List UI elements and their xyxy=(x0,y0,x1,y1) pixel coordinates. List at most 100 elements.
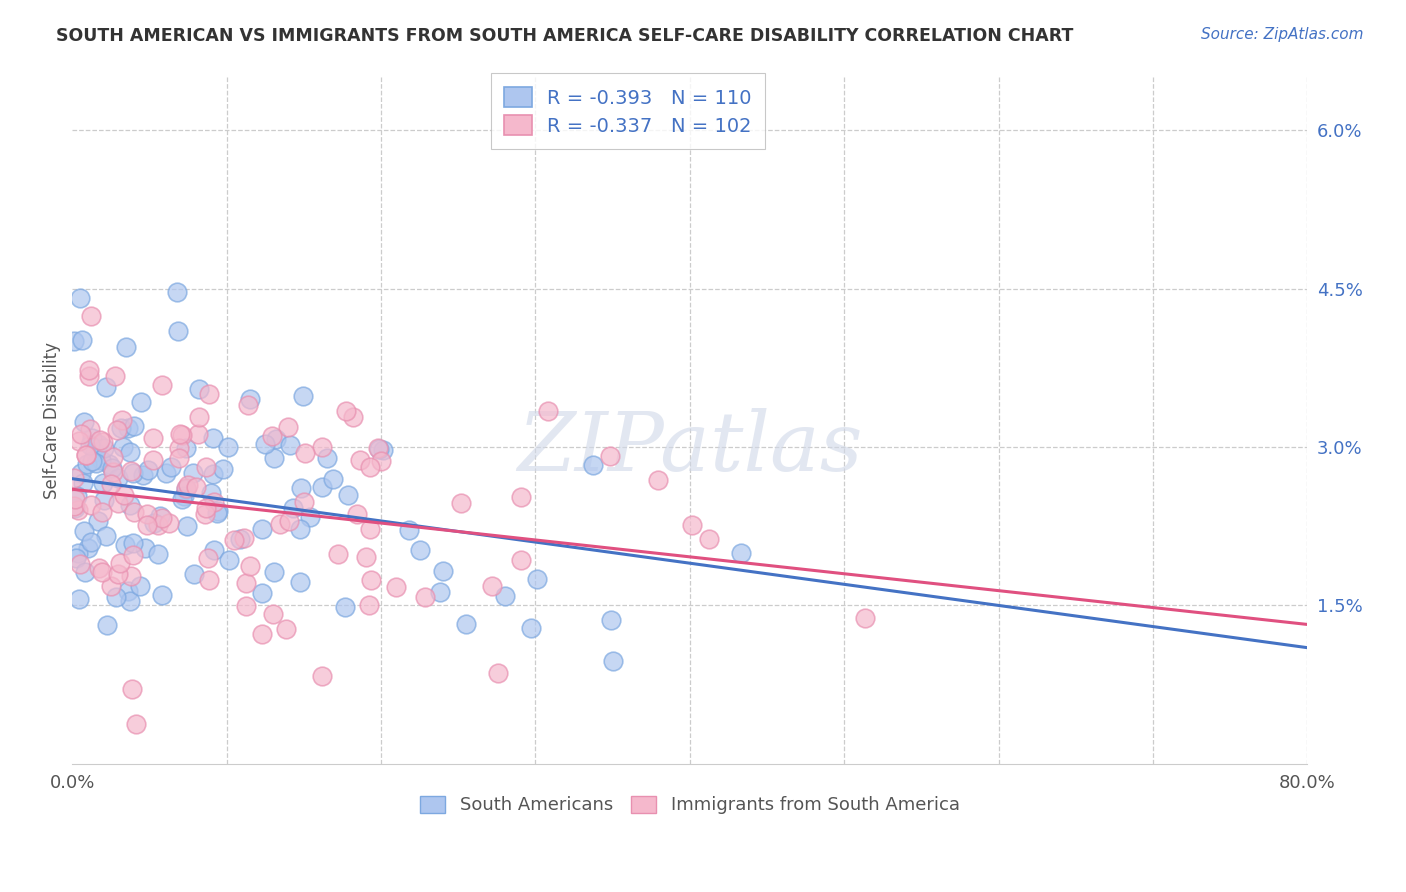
Point xyxy=(316,450,339,465)
Point xyxy=(104,369,127,384)
Point xyxy=(93,435,115,450)
Point xyxy=(77,541,100,555)
Point xyxy=(371,442,394,457)
Point xyxy=(62,334,84,348)
Point xyxy=(73,524,96,538)
Legend: South Americans, Immigrants from South America: South Americans, Immigrants from South A… xyxy=(411,787,969,823)
Point xyxy=(176,441,198,455)
Point xyxy=(84,457,107,471)
Point xyxy=(229,532,252,546)
Point xyxy=(311,480,333,494)
Point xyxy=(450,496,472,510)
Point xyxy=(80,310,103,324)
Point xyxy=(252,522,274,536)
Point xyxy=(337,487,360,501)
Point xyxy=(494,589,516,603)
Point xyxy=(198,387,221,401)
Point xyxy=(87,515,110,529)
Point xyxy=(75,448,97,462)
Point xyxy=(236,398,259,412)
Point xyxy=(326,547,349,561)
Point xyxy=(429,584,451,599)
Point xyxy=(79,438,101,452)
Point xyxy=(335,403,357,417)
Point xyxy=(385,580,408,594)
Point xyxy=(194,501,217,516)
Point xyxy=(169,427,191,442)
Point xyxy=(120,444,142,458)
Point xyxy=(207,503,229,517)
Point xyxy=(172,428,194,442)
Point xyxy=(239,392,262,407)
Point xyxy=(370,454,392,468)
Point xyxy=(117,584,139,599)
Point xyxy=(202,495,225,509)
Point xyxy=(510,553,533,567)
Point xyxy=(101,461,124,475)
Point xyxy=(263,450,285,465)
Point xyxy=(142,431,165,445)
Point xyxy=(150,511,173,525)
Point xyxy=(107,471,129,485)
Point xyxy=(486,665,509,680)
Point xyxy=(98,458,121,472)
Point xyxy=(197,551,219,566)
Point xyxy=(333,600,356,615)
Point xyxy=(63,491,86,506)
Point xyxy=(121,681,143,696)
Point xyxy=(120,464,142,478)
Point xyxy=(217,440,239,454)
Point xyxy=(298,509,321,524)
Point xyxy=(108,556,131,570)
Point xyxy=(250,627,273,641)
Point xyxy=(187,410,209,425)
Point xyxy=(101,450,124,464)
Point xyxy=(65,501,87,516)
Point xyxy=(155,466,177,480)
Point xyxy=(77,362,100,376)
Point xyxy=(114,538,136,552)
Point xyxy=(200,486,222,500)
Point xyxy=(291,389,314,403)
Point xyxy=(212,462,235,476)
Point xyxy=(76,457,98,471)
Point xyxy=(62,499,84,513)
Point xyxy=(413,590,436,604)
Point xyxy=(77,369,100,384)
Point xyxy=(142,516,165,530)
Point xyxy=(87,561,110,575)
Point xyxy=(167,451,190,466)
Point xyxy=(80,454,103,468)
Point xyxy=(66,489,89,503)
Point xyxy=(454,616,477,631)
Point xyxy=(87,437,110,451)
Point xyxy=(93,441,115,455)
Point xyxy=(70,466,93,480)
Point xyxy=(65,551,87,566)
Point xyxy=(239,559,262,574)
Point xyxy=(107,496,129,510)
Point xyxy=(135,517,157,532)
Point xyxy=(100,476,122,491)
Point xyxy=(254,437,277,451)
Point xyxy=(510,491,533,505)
Point xyxy=(166,324,188,338)
Point xyxy=(75,449,97,463)
Point xyxy=(89,433,111,447)
Point xyxy=(122,505,145,519)
Point xyxy=(96,529,118,543)
Point xyxy=(647,473,669,487)
Point xyxy=(136,463,159,477)
Point xyxy=(730,546,752,560)
Point xyxy=(112,488,135,502)
Point xyxy=(73,415,96,429)
Point xyxy=(150,378,173,392)
Point xyxy=(62,471,84,485)
Point xyxy=(187,427,209,442)
Point xyxy=(72,333,94,347)
Point xyxy=(274,622,297,636)
Point xyxy=(681,518,703,533)
Point xyxy=(292,495,315,509)
Point xyxy=(91,504,114,518)
Point xyxy=(195,459,218,474)
